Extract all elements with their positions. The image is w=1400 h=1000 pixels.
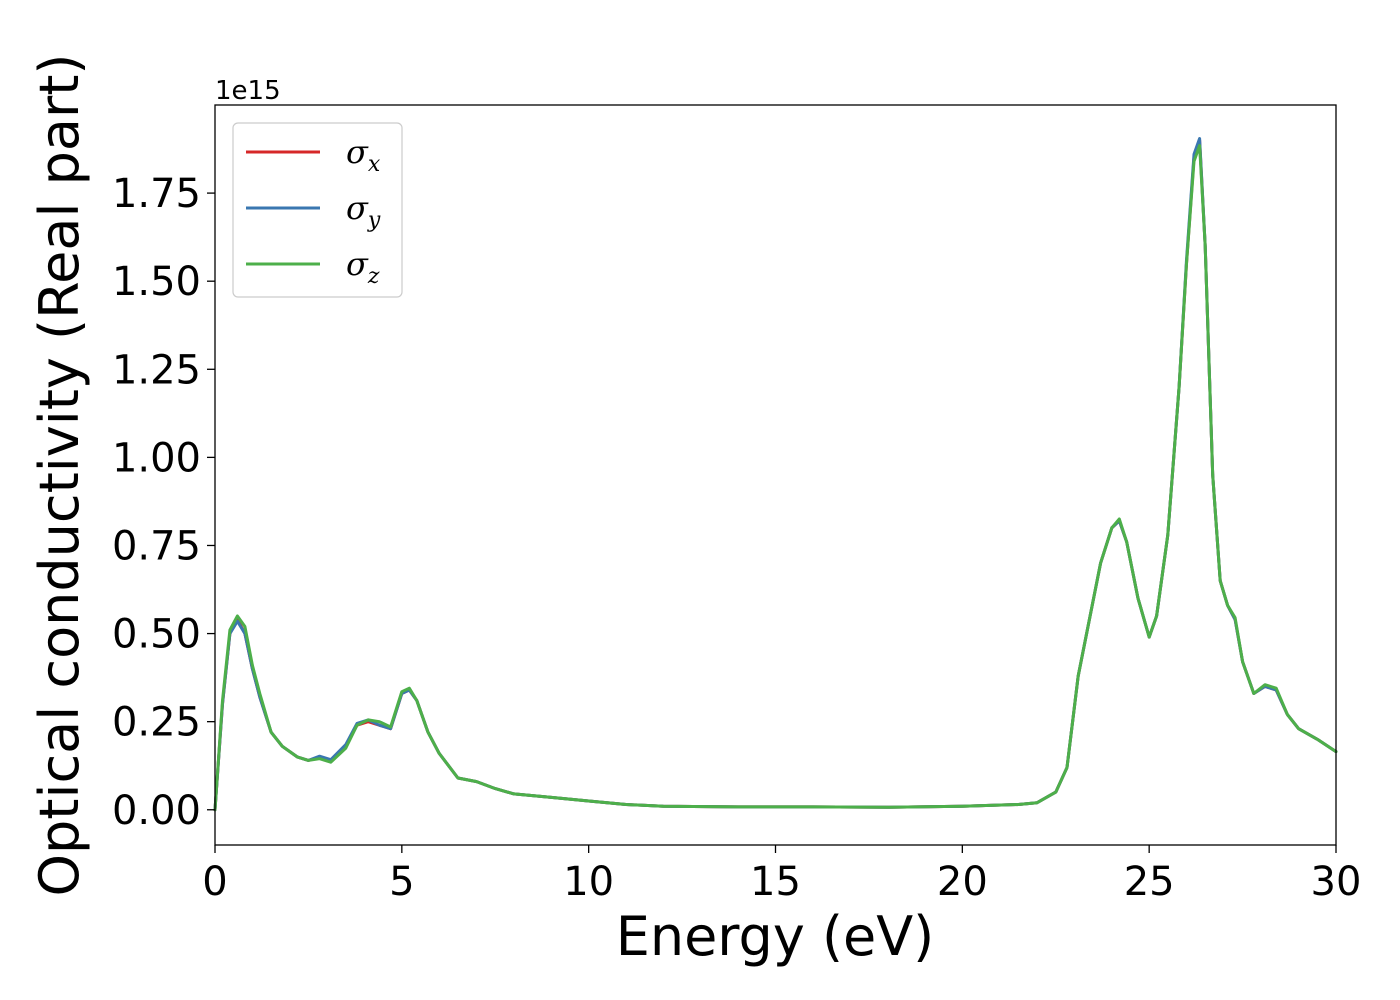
- y-tick-label: 0.75: [112, 523, 201, 569]
- y-tick-label: 1.50: [112, 259, 201, 305]
- y-tick-label: 0.00: [112, 788, 201, 834]
- x-tick-label: 0: [202, 859, 227, 905]
- y-tick-label: 1.75: [112, 171, 201, 217]
- x-tick-label: 25: [1124, 859, 1175, 905]
- x-axis-ticks: 0 5 10 15 20 25 30: [202, 845, 1361, 905]
- y-tick-label: 1.00: [112, 435, 201, 481]
- y-offset-label: 1e15: [215, 76, 281, 106]
- x-tick-label: 5: [389, 859, 414, 905]
- x-tick-label: 10: [563, 859, 614, 905]
- x-axis-label: Energy (eV): [616, 905, 935, 968]
- legend-label-x: σx: [346, 133, 381, 177]
- legend: σx σy σz: [232, 122, 403, 298]
- x-tick-label: 20: [937, 859, 988, 905]
- y-tick-label: 0.50: [112, 612, 201, 658]
- y-axis-ticks: 0.00 0.25 0.50 0.75 1.00 1.25 1.50 1.75: [112, 171, 215, 834]
- legend-box: [232, 122, 403, 298]
- series-line-z: [213, 144, 1338, 812]
- legend-label-z: σz: [346, 245, 380, 289]
- x-tick-label: 30: [1311, 859, 1362, 905]
- y-tick-label: 1.25: [112, 347, 201, 393]
- y-tick-label: 0.25: [112, 700, 201, 746]
- x-tick-label: 15: [750, 859, 801, 905]
- legend-label-y: σy: [346, 189, 381, 233]
- series-layer: [213, 137, 1338, 812]
- y-axis-label: Optical conductivity (Real part): [28, 54, 91, 897]
